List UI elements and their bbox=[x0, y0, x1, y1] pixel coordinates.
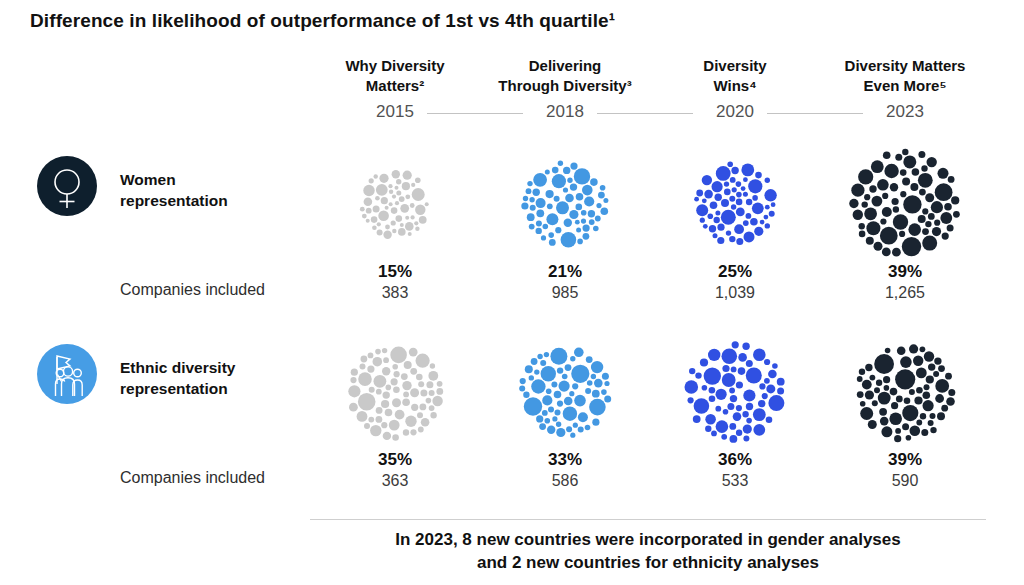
outperformance-percent: 21% bbox=[548, 262, 582, 282]
diversity-outperformance-infographic: Difference in likelihood of outperforman… bbox=[0, 0, 1024, 585]
bubble-cluster bbox=[849, 148, 961, 260]
companies-count: 1,039 bbox=[715, 283, 755, 302]
row-ethnic-diversity-representation: Ethnic diversity representation Companie… bbox=[0, 336, 1024, 496]
bubble-cluster bbox=[521, 148, 609, 260]
outperformance-percent: 33% bbox=[548, 450, 582, 470]
year-label-2023: 2023 bbox=[820, 102, 990, 122]
data-cell-ethnic-2023: 39% 590 bbox=[820, 336, 990, 490]
row-women-representation: Women representation Companies included … bbox=[0, 148, 1024, 308]
outperformance-percent: 36% bbox=[718, 450, 752, 470]
report-header-2018: Delivering Through Diversity³ bbox=[480, 56, 650, 96]
report-header-2015: Why Diversity Matters² bbox=[310, 56, 480, 96]
timeline-connector bbox=[597, 113, 693, 114]
row-ethnic-cells: 35% 363 33% 586 36% 533 39% 590 bbox=[310, 336, 990, 490]
page-title: Difference in likelihood of outperforman… bbox=[30, 10, 615, 32]
companies-count: 363 bbox=[382, 471, 409, 490]
companies-count: 590 bbox=[892, 471, 919, 490]
year-label-2018: 2018 bbox=[480, 102, 650, 122]
outperformance-percent: 39% bbox=[888, 450, 922, 470]
timeline-connector bbox=[767, 113, 863, 114]
companies-count: 985 bbox=[552, 283, 579, 302]
report-header-2023: Diversity Matters Even More⁵ bbox=[820, 56, 990, 96]
bubble-cluster bbox=[854, 336, 956, 448]
bubble-cluster bbox=[684, 336, 786, 448]
footer-annotation: In 2023, 8 new countries were incorporat… bbox=[262, 528, 1024, 574]
row-women-cells: 15% 383 21% 985 25% 1,039 39% 1,265 bbox=[310, 148, 990, 302]
timeline: 2015 2018 2020 2023 bbox=[310, 102, 990, 124]
bubble-cluster bbox=[359, 148, 431, 260]
companies-included-label: Companies included bbox=[120, 281, 265, 299]
outperformance-percent: 25% bbox=[718, 262, 752, 282]
outperformance-percent: 15% bbox=[378, 262, 412, 282]
year-label-2015: 2015 bbox=[310, 102, 480, 122]
companies-count: 533 bbox=[722, 471, 749, 490]
data-cell-women-2018: 21% 985 bbox=[480, 148, 650, 302]
companies-included-label: Companies included bbox=[120, 469, 265, 487]
companies-count: 383 bbox=[382, 283, 409, 302]
footer-divider bbox=[310, 519, 986, 520]
female-symbol-icon bbox=[37, 156, 97, 216]
outperformance-percent: 39% bbox=[888, 262, 922, 282]
row-label-women: Women representation bbox=[120, 169, 228, 211]
data-cell-women-2023: 39% 1,265 bbox=[820, 148, 990, 302]
row-label-ethnic-diversity: Ethnic diversity representation bbox=[120, 357, 235, 399]
data-cell-ethnic-2015: 35% 363 bbox=[310, 336, 480, 490]
data-cell-ethnic-2020: 36% 533 bbox=[650, 336, 820, 490]
data-cell-women-2015: 15% 383 bbox=[310, 148, 480, 302]
data-cell-women-2020: 25% 1,039 bbox=[650, 148, 820, 302]
data-cell-ethnic-2018: 33% 586 bbox=[480, 336, 650, 490]
bubble-cluster bbox=[518, 336, 612, 448]
timeline-connector bbox=[427, 113, 523, 114]
report-header-2020: Diversity Wins⁴ bbox=[650, 56, 820, 96]
year-label-2020: 2020 bbox=[650, 102, 820, 122]
companies-count: 586 bbox=[552, 471, 579, 490]
report-headers: Why Diversity Matters² Delivering Throug… bbox=[310, 56, 990, 96]
people-with-flag-icon bbox=[37, 344, 97, 404]
bubble-cluster bbox=[692, 148, 778, 260]
bubble-cluster bbox=[346, 336, 444, 448]
outperformance-percent: 35% bbox=[378, 450, 412, 470]
companies-count: 1,265 bbox=[885, 283, 925, 302]
